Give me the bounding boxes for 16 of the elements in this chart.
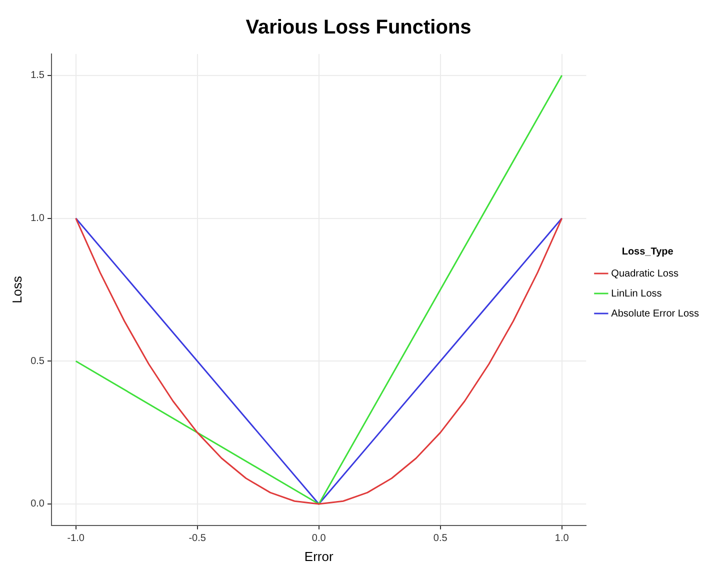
x-tick-label: 0.0	[312, 533, 326, 544]
legend-label: Absolute Error Loss	[611, 308, 700, 320]
x-tick-label: -0.5	[188, 533, 206, 544]
y-axis-title: Loss	[9, 275, 24, 304]
x-tick-label: 0.5	[433, 533, 448, 544]
y-tick-label: 1.0	[30, 213, 45, 224]
x-axis-title: Error	[304, 548, 334, 564]
legend-label: Quadratic Loss	[611, 268, 678, 280]
y-tick-label: 0.0	[30, 498, 45, 510]
x-tick-label: -1.0	[67, 533, 85, 544]
y-tick-label: 0.5	[30, 356, 45, 367]
x-tick-label: 1.0	[554, 533, 570, 544]
y-tick-label: 1.5	[30, 70, 45, 82]
legend-title: Loss_Type	[622, 246, 674, 258]
chart-title: Various Loss Functions	[246, 16, 472, 39]
legend-label: LinLin Loss	[611, 288, 662, 300]
